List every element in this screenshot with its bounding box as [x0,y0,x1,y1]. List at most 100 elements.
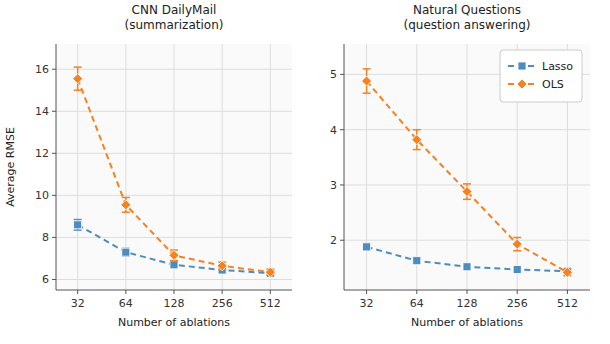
x-tick [366,290,367,294]
marker [463,263,471,271]
x-tick [517,290,518,294]
legend-box [500,50,582,102]
y-axis-line [56,44,57,290]
marker [562,267,572,277]
marker [412,135,422,145]
error-bar-cap [363,68,371,70]
y-tick [52,111,56,112]
y-tick [52,195,56,196]
y-tick-label: 12 [35,147,49,160]
grid-line [467,44,468,290]
y-tick-label: 10 [35,189,49,202]
y-axis-label: Average RMSE [4,127,17,207]
error-bar [122,248,130,256]
y-tick-label: 14 [35,105,49,118]
marker [362,76,372,86]
legend-label: Lasso [542,60,573,73]
y-tick-label: 3 [330,179,337,192]
y-tick [52,279,56,280]
x-tick [567,290,568,294]
y-tick-label: 6 [42,273,49,286]
title-line: Natural Questions [413,3,521,17]
error-bar [363,244,371,251]
error-bar [513,237,521,250]
series [73,67,276,277]
x-tick-label: 128 [164,297,185,310]
error-bar-cap [513,237,521,239]
error-bar-cap [74,66,82,68]
y-tick-label: 5 [330,68,337,81]
legend: Lasso OLS [500,50,582,102]
marker [413,257,421,265]
error-bar-cap [74,90,82,92]
y-tick [340,184,344,185]
marker [512,239,522,249]
x-tick-label: 512 [260,297,281,310]
panel: 6 8 10 12 14 16 32 64 128 256 512 CNN DailyMail(sum… [4,3,292,329]
x-tick-label: 512 [557,297,578,310]
error-bar-cap [513,250,521,252]
x-tick [125,290,126,294]
y-tick-label: 8 [42,231,49,244]
x-tick [174,290,175,294]
error-bar-cap [122,197,130,199]
y-tick [52,69,56,70]
marker [462,187,472,197]
y-tick-label: 4 [330,124,337,137]
chart-title: CNN DailyMail(summarization) [125,3,224,32]
error-bar-cap [413,129,421,131]
series-line [78,79,271,272]
chart-canvas: 68101214163264128256512CNN DailyMail(sum… [0,0,610,344]
error-bar-cap [463,199,471,201]
y-tick [340,240,344,241]
error-bar [463,184,471,199]
error-bar [122,197,130,212]
x-tick-label: 64 [119,297,133,310]
plot-area [56,44,292,290]
data-group [73,67,276,277]
legend-label: OLS [542,78,564,91]
panel: 23453264128256512Natural Questions(quest… [330,3,590,329]
x-tick-label: 64 [410,297,424,310]
x-tick-label: 256 [212,297,233,310]
error-bar-cap [122,211,130,213]
error-bar [363,69,371,93]
error-bar-cap [74,229,82,231]
error-bar-cap [74,219,82,221]
error-bar-cap [363,92,371,94]
y-tick [340,74,344,75]
grid-line [270,44,271,290]
series-line [367,81,568,272]
x-axis-label: Number of ablations [411,316,523,329]
marker [74,221,82,229]
marker [73,74,83,84]
marker [122,248,130,256]
series-line [78,225,271,273]
series [74,220,275,278]
grid-line [416,44,417,290]
x-tick-label: 32 [71,297,85,310]
error-bar [74,220,82,231]
error-bar-cap [413,149,421,151]
marker [170,261,178,269]
error-bar-cap [463,183,471,185]
series [363,243,572,275]
error-bar [413,130,421,150]
x-tick [270,290,271,294]
marker [513,266,521,274]
marker [121,200,131,210]
y-tick [340,129,344,130]
error-bar [170,250,178,261]
title-line: CNN DailyMail [132,3,217,17]
y-tick-label: 16 [35,63,49,76]
marker [265,267,275,277]
x-tick [416,290,417,294]
chart-title: Natural Questions(question answering) [404,3,531,32]
marker [363,243,371,251]
legend-marker [517,79,527,89]
x-tick [77,290,78,294]
marker [169,250,179,260]
y-axis-line [344,44,345,290]
y-tick-label: 2 [330,234,337,247]
legend-marker [518,62,526,70]
